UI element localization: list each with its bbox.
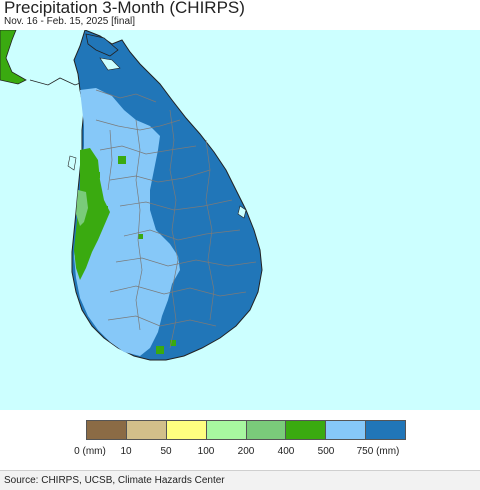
green-cell: [94, 172, 100, 178]
green-zone-west: [74, 148, 110, 280]
precipitation-map: [0, 30, 480, 410]
district-boundaries: [95, 89, 257, 349]
legend-tick-label: 100: [197, 446, 215, 457]
legend-swatch-2: [166, 421, 207, 439]
jaffna-peninsula: [85, 33, 119, 57]
green-cell: [156, 346, 164, 354]
green-cell: [138, 234, 143, 239]
west-lagoon: [67, 155, 77, 171]
legend-swatch-4: [246, 421, 287, 439]
india-coast: [0, 30, 27, 85]
green-cell: [170, 340, 176, 346]
footer-bar: [0, 470, 480, 490]
legend-swatch-1: [126, 421, 167, 439]
source-credit: Source: CHIRPS, UCSB, Climate Hazards Ce…: [4, 475, 225, 486]
map-title: Precipitation 3-Month (CHIRPS): [4, 0, 245, 17]
lighter-green-zone: [76, 190, 88, 226]
legend-swatch-6: [326, 421, 367, 439]
legend-swatch-3: [206, 421, 247, 439]
legend-tick-label: 50: [160, 446, 172, 457]
map-subtitle: Nov. 16 - Feb. 15, 2025 [final]: [4, 16, 136, 27]
legend-tick-label: 10: [120, 446, 132, 457]
green-cell: [100, 206, 108, 214]
legend-bar: [86, 420, 406, 440]
green-cell: [118, 156, 126, 164]
legend-swatch-0: [87, 421, 127, 439]
legend-tick-label: 200: [237, 446, 255, 457]
legend-tick-label: 750 (mm): [356, 446, 400, 457]
legend-tick-label: 500: [317, 446, 335, 457]
legend-swatch-5: [286, 421, 327, 439]
light-blue-zone: [74, 88, 180, 356]
northern-lagoon: [99, 57, 121, 71]
legend-tick-label: 0 (mm): [74, 446, 106, 457]
legend-swatch-7: [366, 421, 405, 439]
east-lagoon: [237, 205, 247, 219]
legend-tick-label: 400: [277, 446, 295, 457]
